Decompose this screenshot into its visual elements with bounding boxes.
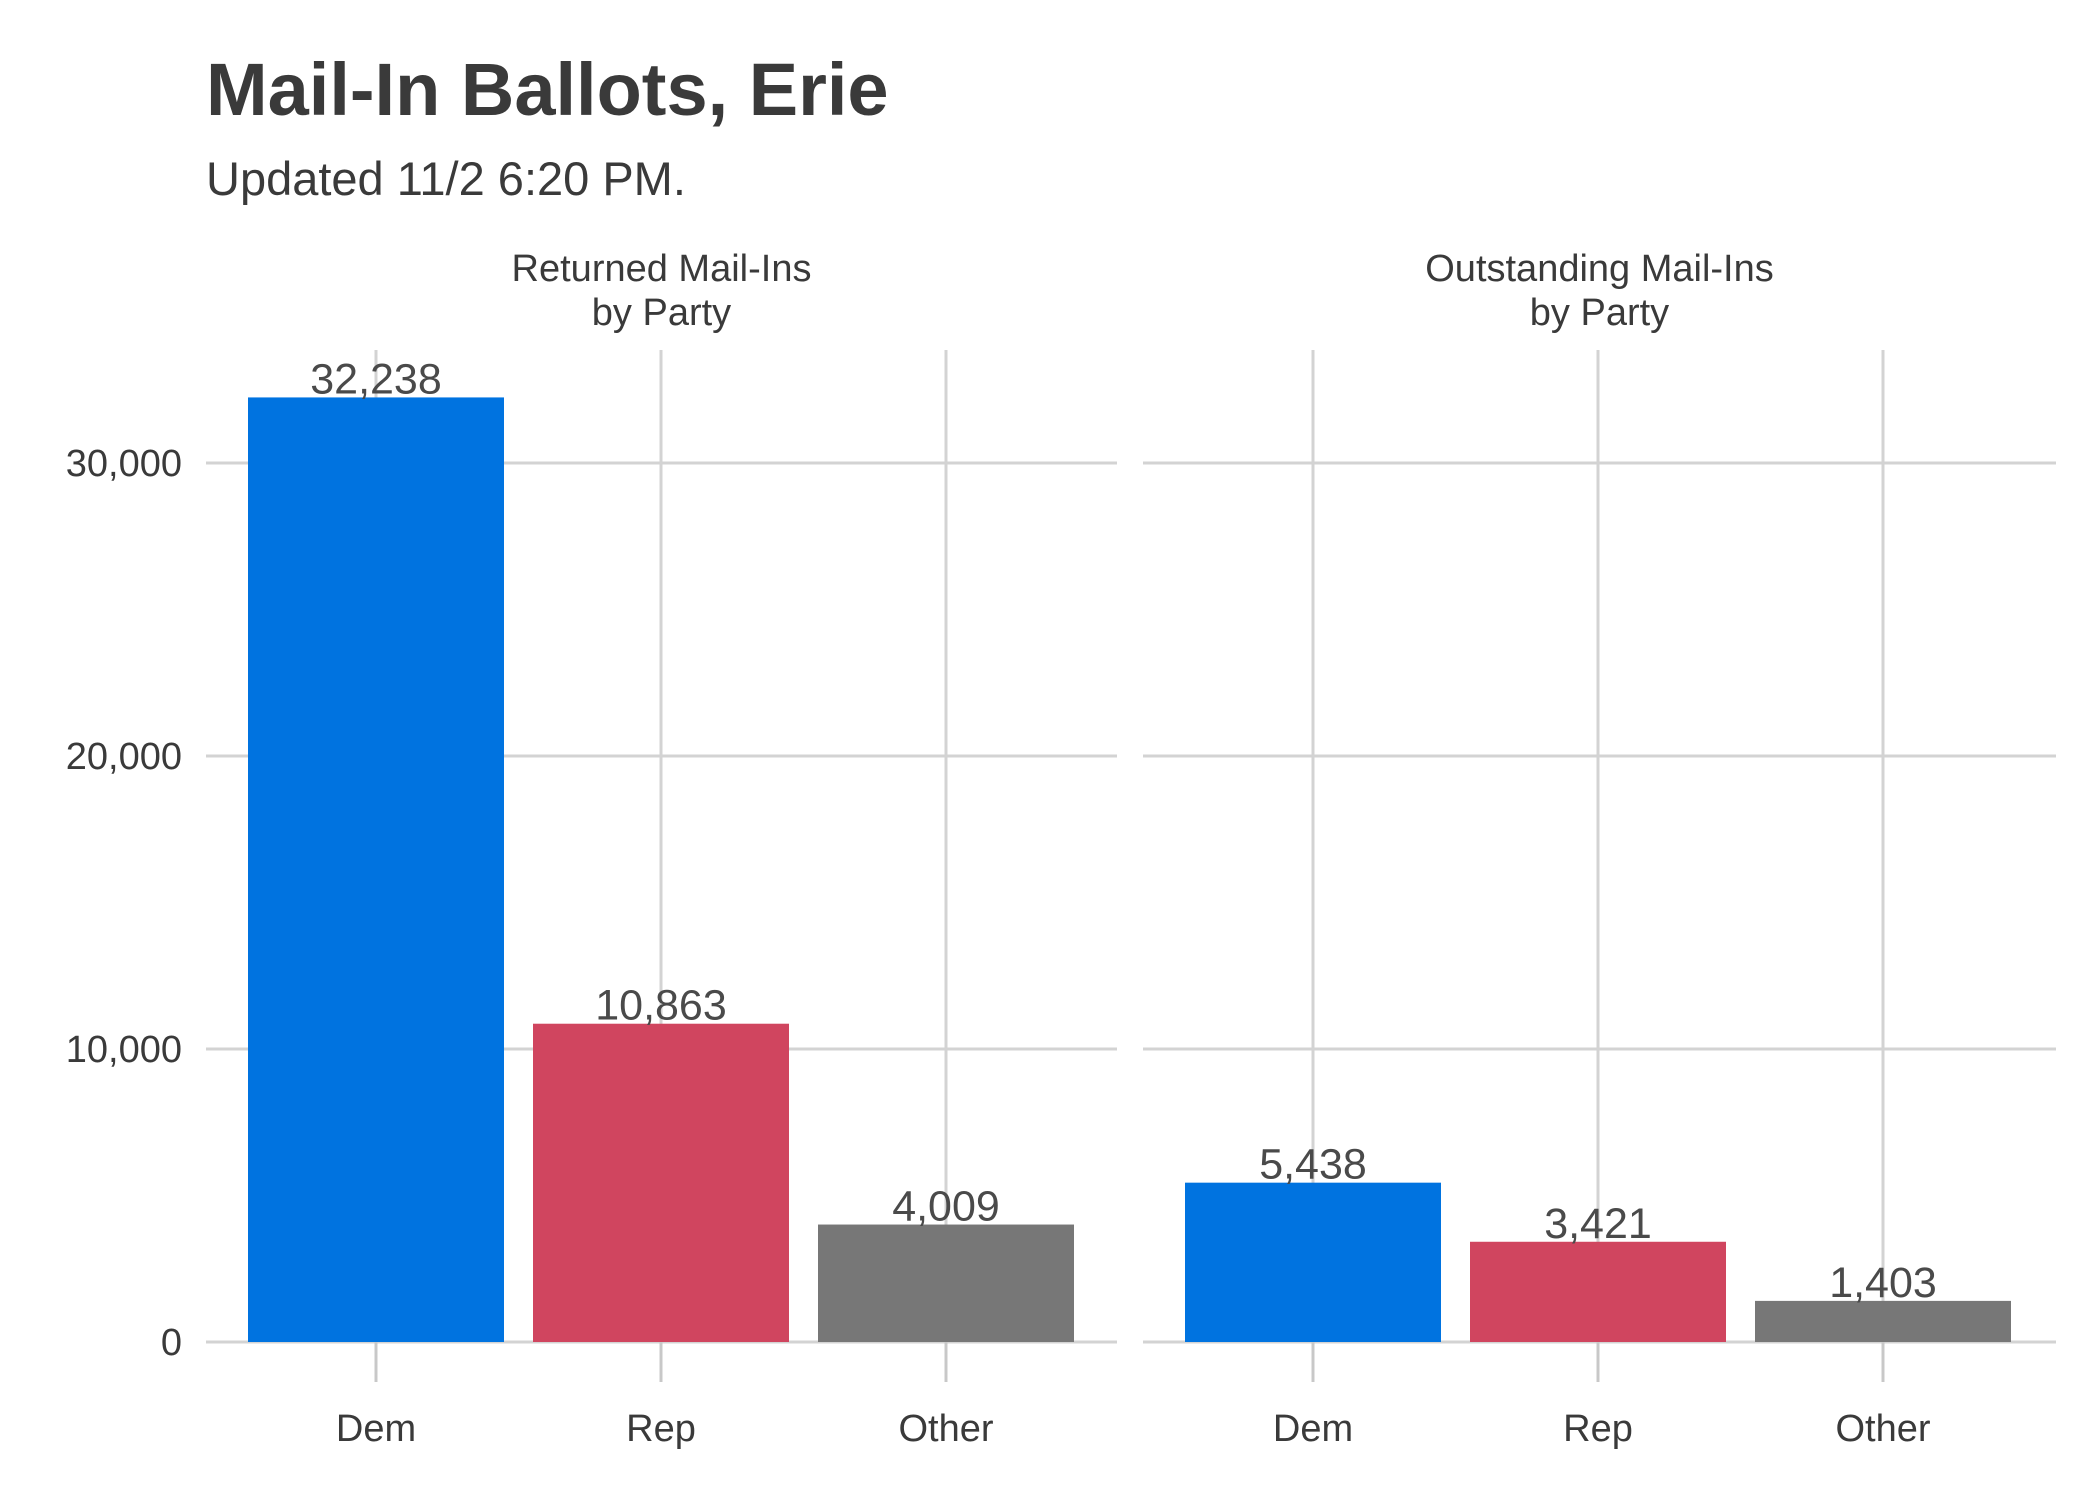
x-tick-label: Rep: [626, 1408, 696, 1450]
bar-rep: [533, 1023, 789, 1342]
x-tick-label: Rep: [1563, 1408, 1633, 1450]
facet-label-line1: Outstanding Mail-Ins: [1425, 248, 1774, 290]
data-label: 5,438: [1259, 1141, 1367, 1189]
chart-title: Mail-In Ballots, Erie: [206, 48, 889, 131]
facet-label-line1: Returned Mail-Ins: [512, 248, 812, 290]
x-tick-label: Dem: [336, 1408, 416, 1450]
y-tick-label: 20,000: [66, 736, 182, 778]
x-tick-label: Other: [898, 1408, 993, 1450]
facet-label-line2: by Party: [592, 292, 731, 334]
data-label: 1,403: [1829, 1259, 1937, 1307]
data-label: 4,009: [892, 1183, 1000, 1231]
bar-rep: [1470, 1241, 1726, 1342]
bar-other: [1755, 1300, 2011, 1342]
data-label: 32,238: [310, 355, 442, 403]
data-label: 10,863: [595, 982, 727, 1030]
x-tick-label: Other: [1835, 1408, 1930, 1450]
x-tick-label: Dem: [1273, 1408, 1353, 1450]
bar-dem: [248, 397, 504, 1342]
bar-dem: [1185, 1182, 1441, 1342]
y-tick-label: 10,000: [66, 1029, 182, 1071]
chart-subtitle: Updated 11/2 6:20 PM.: [206, 152, 686, 205]
y-tick-label: 0: [161, 1322, 182, 1364]
facet-label-line2: by Party: [1530, 292, 1669, 334]
data-label: 3,421: [1544, 1200, 1652, 1248]
y-tick-label: 30,000: [66, 443, 182, 485]
bar-other: [818, 1224, 1074, 1342]
